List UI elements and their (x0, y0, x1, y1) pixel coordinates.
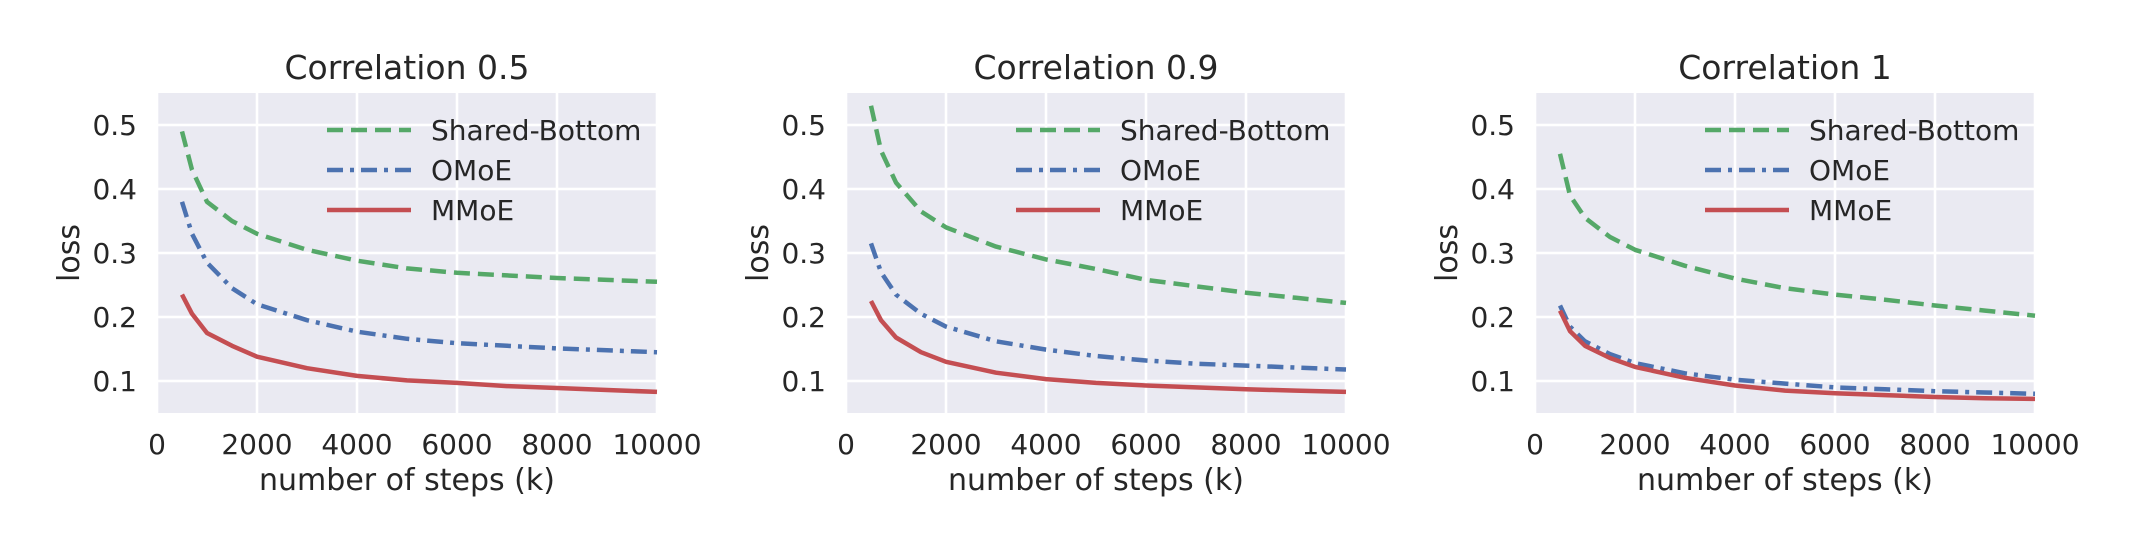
y-tick-label: 0.1 (92, 365, 137, 398)
x-tick-label: 0 (148, 428, 166, 461)
chart-title: Correlation 0.9 (974, 48, 1219, 87)
x-tick-label: 8000 (1899, 428, 1970, 461)
legend-label: Shared-Bottom (1120, 114, 1330, 147)
x-tick-label: 4000 (321, 428, 392, 461)
x-tick-label: 10000 (1301, 428, 1390, 461)
series-line-shared-bottom (179, 130, 658, 285)
x-tick-label: 0 (837, 428, 855, 461)
y-tick-label: 0.1 (1470, 365, 1515, 398)
y-axis-label: loss (1430, 224, 1465, 282)
chart-title: Correlation 1 (1678, 48, 1891, 87)
x-tick-label: 10000 (1990, 428, 2079, 461)
legend-label: Shared-Bottom (1809, 114, 2019, 147)
y-axis-label: loss (52, 224, 87, 282)
chart-panel-3: 0 2000 4000 6000 8000 10000 0.1 0.2 0.3 0.4 0.5 Cor… (1430, 48, 2080, 498)
series-line-mmoe (1557, 309, 2036, 402)
y-tick-label: 0.1 (781, 365, 826, 398)
y-tick-label: 0.2 (1470, 301, 1515, 334)
chart-panel-2: 0 2000 4000 6000 8000 10000 0.1 0.2 0.3 0.4 0.5 Cor… (741, 48, 1391, 498)
y-tick-label: 0.2 (92, 301, 137, 334)
x-tick-label: 2000 (1599, 428, 1670, 461)
x-tick-label: 8000 (521, 428, 592, 461)
y-tick-label: 0.4 (92, 173, 137, 206)
series-line-shared-bottom (1557, 153, 2036, 318)
y-tick-label: 0.2 (781, 301, 826, 334)
x-axis-label: number of steps (k) (1637, 463, 1933, 498)
y-tick-label: 0.3 (781, 237, 826, 270)
x-tick-label: 4000 (1010, 428, 1081, 461)
legend-label: OMoE (431, 154, 512, 187)
y-axis-label: loss (741, 224, 776, 282)
y-tick-label: 0.4 (781, 173, 826, 206)
x-tick-label: 6000 (421, 428, 492, 461)
series-line-omoe (1557, 304, 2036, 397)
y-tick-label: 0.5 (1470, 109, 1515, 142)
legend-label: MMoE (1809, 194, 1892, 227)
legend: Shared-Bottom OMoE MMoE (1016, 114, 1330, 227)
x-tick-label: 2000 (221, 428, 292, 461)
x-tick-label: 6000 (1110, 428, 1181, 461)
x-tick-label: 6000 (1799, 428, 1870, 461)
y-tick-label: 0.5 (92, 109, 137, 142)
x-axis-label: number of steps (k) (259, 463, 555, 498)
series-line-mmoe (180, 293, 658, 395)
series-line-omoe (868, 242, 1347, 372)
legend-label: MMoE (1120, 194, 1203, 227)
x-tick-label: 4000 (1699, 428, 1770, 461)
legend-label: Shared-Bottom (431, 114, 641, 147)
legend: Shared-Bottom OMoE MMoE (327, 114, 641, 227)
y-tick-label: 0.3 (92, 237, 137, 270)
legend-label: OMoE (1809, 154, 1890, 187)
x-tick-label: 0 (1526, 428, 1544, 461)
chart-panel-1: 0 2000 4000 6000 8000 10000 0.1 0.2 0.3 0.4 0.5 Cor… (52, 48, 702, 498)
legend-label: OMoE (1120, 154, 1201, 187)
x-tick-label: 8000 (1210, 428, 1281, 461)
legend: Shared-Bottom OMoE MMoE (1705, 114, 2019, 227)
series-line-shared-bottom (868, 105, 1347, 306)
chart-title: Correlation 0.5 (285, 48, 530, 87)
legend-label: MMoE (431, 194, 514, 227)
y-tick-label: 0.4 (1470, 173, 1515, 206)
x-tick-label: 2000 (910, 428, 981, 461)
x-axis-label: number of steps (k) (948, 463, 1244, 498)
x-tick-label: 10000 (612, 428, 701, 461)
series-line-mmoe (869, 299, 1347, 395)
y-tick-label: 0.3 (1470, 237, 1515, 270)
y-tick-label: 0.5 (781, 109, 826, 142)
